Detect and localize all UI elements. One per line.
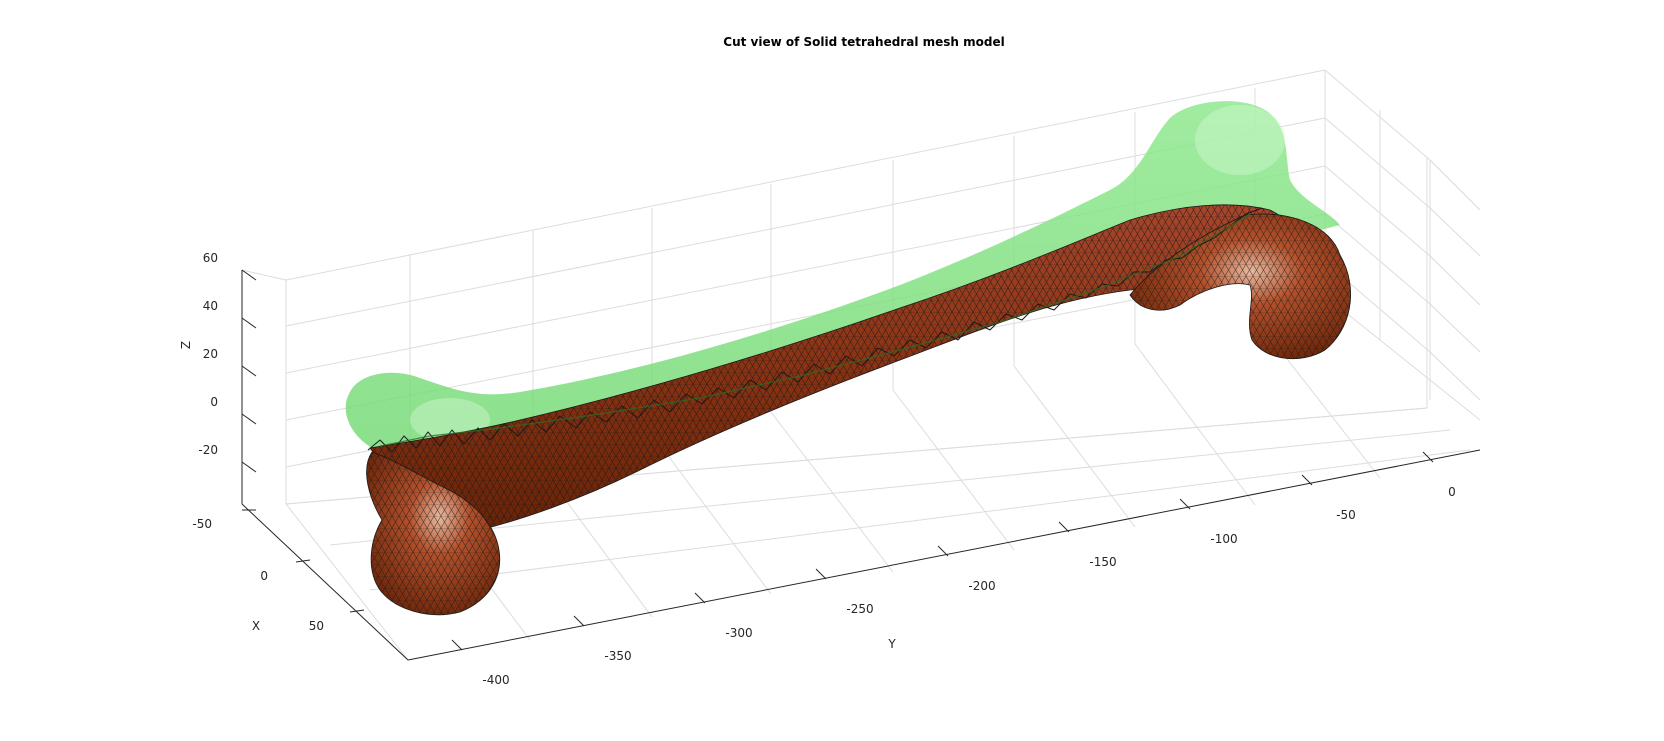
x-tick: 50 <box>309 619 324 633</box>
y-tick: 0 <box>1448 485 1456 499</box>
z-tick: -20 <box>198 443 218 457</box>
x-axis-label: X <box>252 619 260 633</box>
y-tick: -100 <box>1210 532 1237 546</box>
y-tick: -250 <box>846 602 873 616</box>
solid-mesh <box>366 204 1352 616</box>
z-axis-label: Z <box>179 341 193 349</box>
y-axis-label: Y <box>887 637 896 651</box>
y-tick: -50 <box>1336 508 1356 522</box>
y-tick: -200 <box>968 579 995 593</box>
y-tick: -150 <box>1089 555 1116 569</box>
x-tick: 0 <box>260 569 268 583</box>
axes-lines <box>241 270 1481 661</box>
z-tick: 20 <box>203 347 218 361</box>
y-tick: -300 <box>725 626 752 640</box>
z-tick: 40 <box>203 299 218 313</box>
z-tick: 60 <box>203 251 218 265</box>
y-axis: -400 -350 -300 -250 -200 -150 -100 -50 0… <box>451 451 1456 687</box>
y-tick: -400 <box>482 673 509 687</box>
z-axis: 60 40 20 0 -20 Z <box>179 251 257 473</box>
z-tick: 0 <box>210 395 218 409</box>
y-tick: -350 <box>604 649 631 663</box>
figure-title: Cut view of Solid tetrahedral mesh model <box>723 35 1004 49</box>
x-axis: -50 0 50 X <box>192 509 365 633</box>
x-tick: -50 <box>192 517 212 531</box>
surface-highlight <box>1195 105 1285 175</box>
